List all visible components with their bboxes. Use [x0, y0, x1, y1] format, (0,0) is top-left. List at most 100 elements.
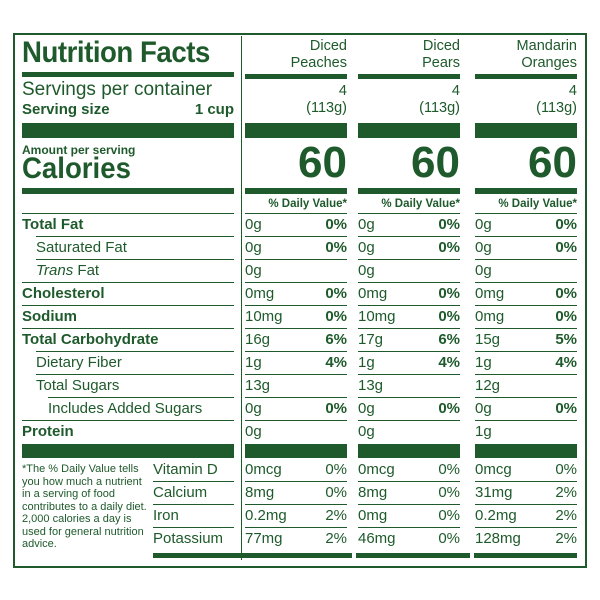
nutrient-amount: 0g [358, 239, 375, 256]
column-calories-rule [245, 188, 347, 194]
cell-rule [245, 236, 347, 237]
vitamin-amount: 0.2mg [475, 507, 517, 524]
row-rule [22, 420, 234, 421]
vitamin-amount: 77mg [245, 530, 283, 547]
vitamin-daily-value: 0% [555, 461, 577, 478]
nutrient-amount: 0g [358, 216, 375, 233]
nutrient-amount: 0g [475, 262, 492, 279]
cell-rule [358, 328, 460, 329]
nutrient-label: Sodium [22, 308, 77, 325]
cell-rule [475, 328, 577, 329]
nutrient-label: Total Carbohydrate [22, 331, 159, 348]
nutrient-daily-value: 0% [555, 308, 577, 325]
nutrient-amount: 0g [475, 239, 492, 256]
cell-rule [245, 351, 347, 352]
column-name-line2: Pears [422, 55, 460, 71]
column-name-line1: Diced [309, 38, 347, 54]
daily-value-header: % Daily Value* [268, 198, 347, 210]
amount-per-serving: Amount per serving [22, 143, 136, 157]
column-serving-rule [245, 123, 347, 138]
serving-size-value: 1 cup [194, 101, 234, 118]
vitamin-cell-rule [475, 504, 577, 505]
column-top-rule [358, 74, 460, 79]
cell-rule [358, 213, 460, 214]
row-rule [48, 397, 234, 398]
cell-rule [245, 397, 347, 398]
cell-rule [245, 328, 347, 329]
nutrient-daily-value: 0% [555, 216, 577, 233]
vitamin-amount: 8mg [245, 484, 275, 501]
nutrient-daily-value: 4% [325, 354, 347, 371]
cell-rule [475, 236, 577, 237]
nutrient-amount: 0g [245, 262, 262, 279]
vitamin-cell-rule [245, 527, 347, 528]
cell-rule [245, 282, 347, 283]
nutrient-label: Saturated Fat [36, 239, 127, 256]
cell-rule [475, 397, 577, 398]
nutrient-daily-value: 0% [438, 216, 460, 233]
title-rule [22, 72, 234, 77]
nutrient-daily-value: 0% [555, 400, 577, 417]
column-name-line1: Diced [422, 38, 460, 54]
nutrient-daily-value: 6% [438, 331, 460, 348]
nutrient-daily-value: 0% [325, 285, 347, 302]
vitamin-cell-rule [358, 527, 460, 528]
cell-rule [358, 374, 460, 375]
daily-value-header: % Daily Value* [381, 198, 460, 210]
vitamin-daily-value: 2% [555, 507, 577, 524]
nutrient-amount: 0g [358, 400, 375, 417]
vitamin-daily-value: 0% [325, 461, 347, 478]
vitamin-daily-value: 0% [325, 484, 347, 501]
vitamin-row-rule [153, 481, 234, 482]
column-gap [352, 36, 356, 560]
nutrient-amount: 13g [358, 377, 384, 394]
row-rule [22, 328, 234, 329]
nutrient-daily-value: 4% [555, 354, 577, 371]
calories-rule [22, 188, 234, 194]
row-rule [36, 259, 234, 260]
nutrition-facts-panel [13, 33, 587, 568]
nutrient-daily-value: 0% [438, 400, 460, 417]
nutrient-daily-value: 0% [555, 239, 577, 256]
cell-rule [475, 374, 577, 375]
vitamin-amount: 0mg [358, 507, 388, 524]
daily-value-header: % Daily Value* [498, 198, 577, 210]
cell-rule [475, 213, 577, 214]
vitamin-row-rule [153, 527, 234, 528]
nutrient-amount: 1g [475, 423, 492, 440]
column-calories: 60 [298, 138, 347, 187]
cell-rule [358, 236, 460, 237]
nutrient-daily-value: 0% [325, 308, 347, 325]
footnote: *The % Daily Value tells you how much a … [22, 463, 147, 550]
column-top-rule [245, 74, 347, 79]
row-rule [22, 282, 234, 283]
nutrient-amount: 0g [475, 400, 492, 417]
column-calories-rule [358, 188, 460, 194]
vitamin-amount: 0mcg [245, 461, 282, 478]
nutrient-daily-value: 0% [325, 400, 347, 417]
vitamin-daily-value: 0% [438, 507, 460, 524]
cell-rule [358, 259, 460, 260]
column-serving-rule [475, 123, 577, 138]
row-rule [22, 305, 234, 306]
vitamin-cell-rule [358, 481, 460, 482]
column-name-line2: Oranges [521, 55, 577, 71]
column-grams: (113g) [536, 100, 577, 116]
vitamin-amount: 0.2mg [245, 507, 287, 524]
nutrient-label: Trans Fat [36, 262, 99, 279]
nutrient-amount: 0g [245, 239, 262, 256]
nutrient-amount: 0mg [475, 285, 505, 302]
vitamin-cell-rule [245, 481, 347, 482]
cell-rule [358, 397, 460, 398]
nutrient-amount: 0g [245, 216, 262, 233]
nutrient-amount: 10mg [358, 308, 396, 325]
vitamin-cell-rule [245, 504, 347, 505]
cell-rule [358, 351, 460, 352]
nutrient-amount: 16g [245, 331, 271, 348]
nutrient-amount: 1g [245, 354, 262, 371]
row-rule [36, 236, 234, 237]
column-vitamin-rule [245, 444, 347, 458]
cell-rule [358, 282, 460, 283]
nutrient-amount: 13g [245, 377, 271, 394]
column-calories: 60 [528, 138, 577, 187]
